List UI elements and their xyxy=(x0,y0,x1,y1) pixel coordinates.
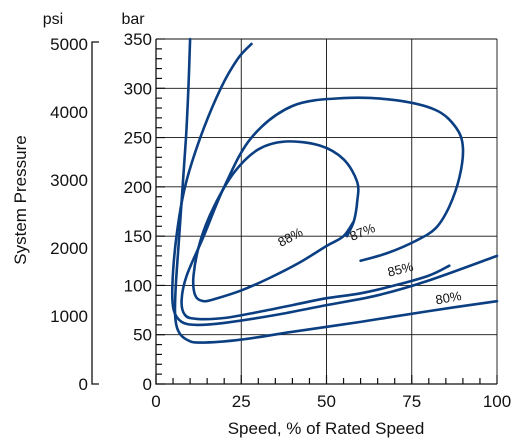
bar-unit-label: bar xyxy=(121,11,145,28)
bar-tick-label: 300 xyxy=(124,79,152,98)
efficiency-label: 80% xyxy=(434,288,463,307)
bar-tick-label: 50 xyxy=(133,326,152,345)
efficiency-curves xyxy=(170,37,499,344)
x-tick-label: 0 xyxy=(151,392,160,411)
psi-tick-label: 2000 xyxy=(50,239,88,258)
psi-axis-line xyxy=(91,41,99,385)
curve-88pct xyxy=(191,140,360,303)
psi-tick-label: 4000 xyxy=(50,103,88,122)
x-tick-label: 50 xyxy=(317,392,336,411)
efficiency-label: 85% xyxy=(386,259,415,280)
y-axis-title: System Pressure xyxy=(11,135,30,264)
curve-labels: 88% 87%85%80% xyxy=(275,220,463,307)
x-axis-title: Speed, % of Rated Speed xyxy=(228,419,425,438)
tick-labels: 0 25 50 75 100050100150200250300350010002000… xyxy=(50,30,511,411)
curve-80pct xyxy=(173,37,499,344)
efficiency-label: 88% xyxy=(275,224,305,250)
bar-tick-label: 0 xyxy=(143,375,152,394)
x-tick-label: 75 xyxy=(402,392,421,411)
bar-tick-label: 200 xyxy=(124,178,152,197)
psi-tick-label: 0 xyxy=(79,375,88,394)
psi-tick-label: 1000 xyxy=(50,307,88,326)
curve-85pct xyxy=(170,42,499,327)
psi-tick-label: 3000 xyxy=(50,171,88,190)
psi-tick-label: 5000 xyxy=(50,35,88,54)
x-tick-label: 100 xyxy=(483,392,511,411)
bar-tick-label: 250 xyxy=(124,129,152,148)
psi-unit-label: psi xyxy=(43,11,63,28)
grid xyxy=(156,38,498,384)
curve-87pct xyxy=(180,96,465,321)
bar-tick-label: 150 xyxy=(124,227,152,246)
bar-tick-label: 100 xyxy=(124,276,152,295)
x-tick-label: 25 xyxy=(232,392,251,411)
plot-axes xyxy=(155,39,497,385)
bar-tick-label: 350 xyxy=(124,30,152,49)
